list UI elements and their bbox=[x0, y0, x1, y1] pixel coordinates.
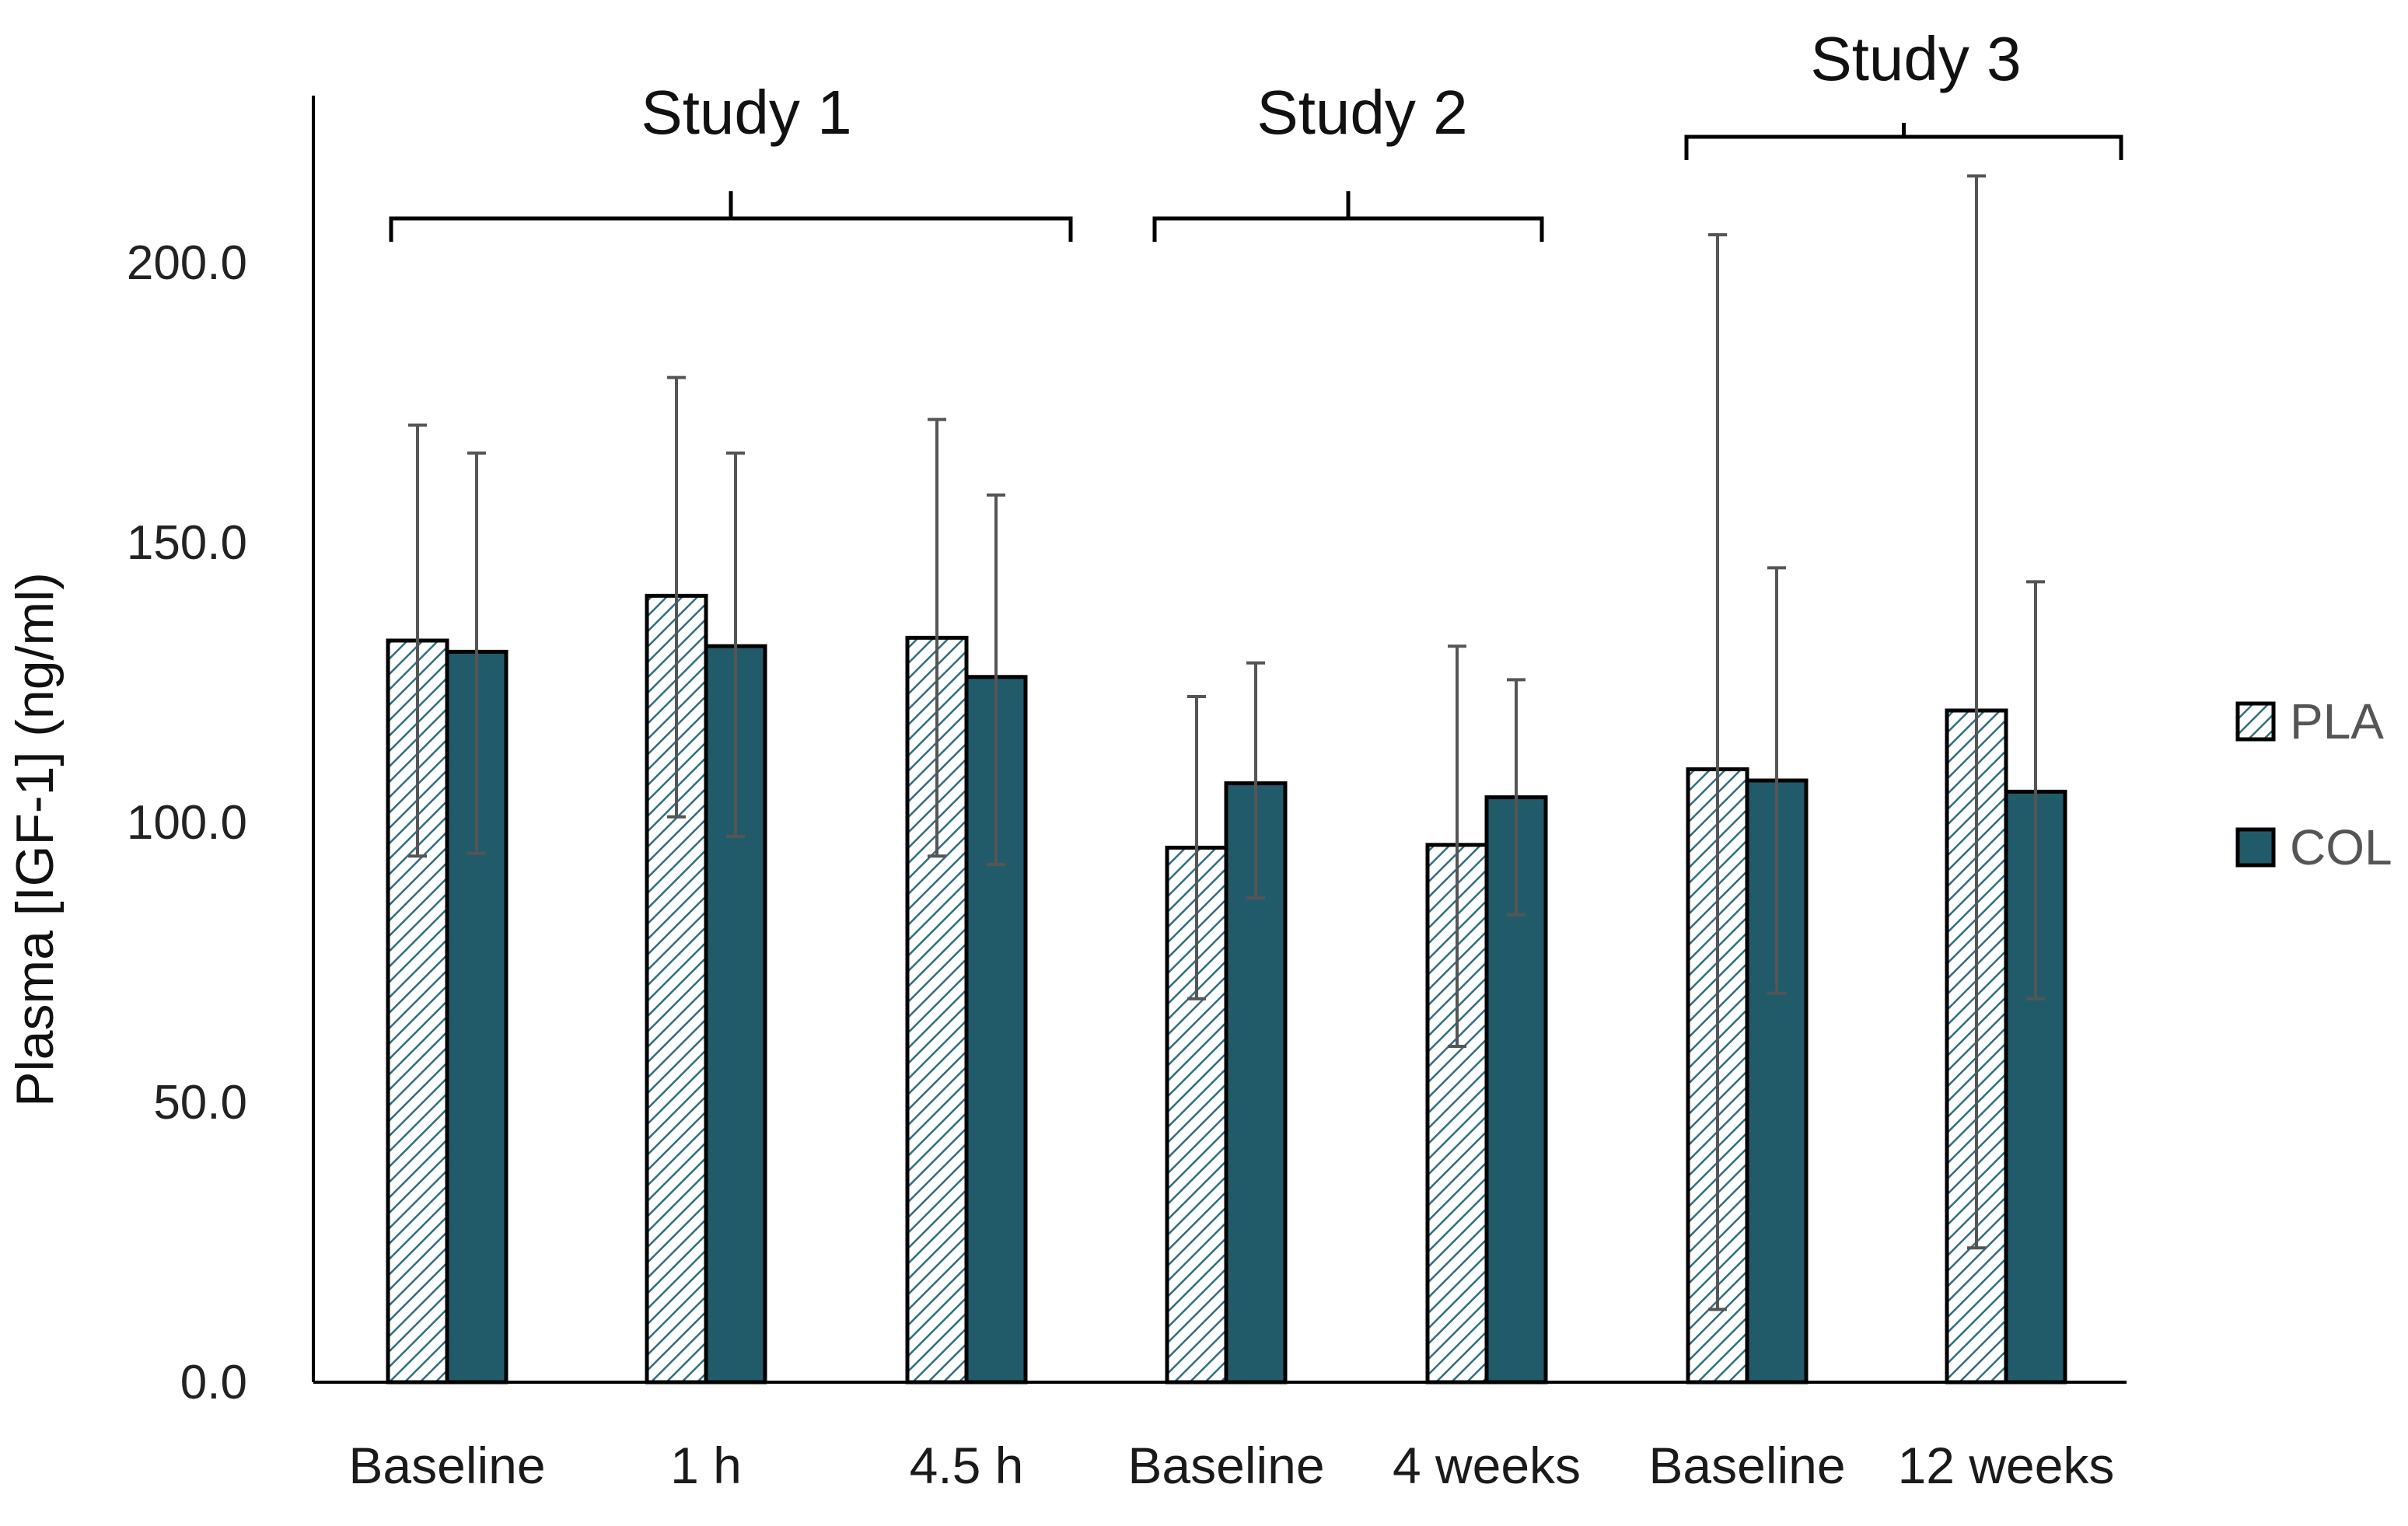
group-label: Study 2 bbox=[1256, 78, 1467, 147]
y-axis-title: Plasma [IGF-1] (ng/ml) bbox=[5, 572, 65, 1107]
legend-swatch-col bbox=[2235, 827, 2276, 868]
x-category-label: Baseline bbox=[1648, 1437, 1845, 1494]
x-category-labels: Baseline 1 h 4.5 h Baseline 4 weeks Baseline 1… bbox=[348, 1437, 2114, 1494]
y-tick-labels: 0.0 50.0 100.0 150.0 200.0 bbox=[127, 236, 247, 1409]
x-category-label: 1 h bbox=[670, 1437, 742, 1494]
group-bracket bbox=[389, 216, 1073, 242]
legend-label-pla: PLA bbox=[2290, 693, 2384, 749]
x-category-label: Baseline bbox=[348, 1437, 545, 1494]
legend-label-col: COL bbox=[2290, 819, 2392, 875]
group-bracket bbox=[1152, 216, 1544, 242]
study-group-brackets: Study 1 Study 2 Study 3 bbox=[389, 24, 2123, 242]
y-tick-label: 50.0 bbox=[153, 1076, 247, 1130]
legend-swatch-pla bbox=[2235, 701, 2276, 742]
group-label: Study 3 bbox=[1810, 24, 2021, 93]
axes-layer bbox=[312, 96, 2127, 1384]
legend: PLA COL bbox=[2235, 693, 2392, 875]
y-tick-label: 150.0 bbox=[127, 516, 247, 570]
y-tick-label: 100.0 bbox=[127, 796, 247, 850]
bars-layer bbox=[386, 593, 2067, 1385]
group-bracket bbox=[1684, 134, 2123, 160]
y-tick-label: 0.0 bbox=[180, 1356, 247, 1409]
x-category-label: 4 weeks bbox=[1393, 1437, 1581, 1494]
y-tick-label: 200.0 bbox=[127, 236, 247, 290]
x-category-label: Baseline bbox=[1127, 1437, 1324, 1494]
group-label: Study 1 bbox=[641, 78, 851, 147]
x-category-label: 12 weeks bbox=[1898, 1437, 2115, 1494]
error-bars-layer bbox=[408, 174, 2045, 1311]
x-category-label: 4.5 h bbox=[910, 1437, 1024, 1494]
